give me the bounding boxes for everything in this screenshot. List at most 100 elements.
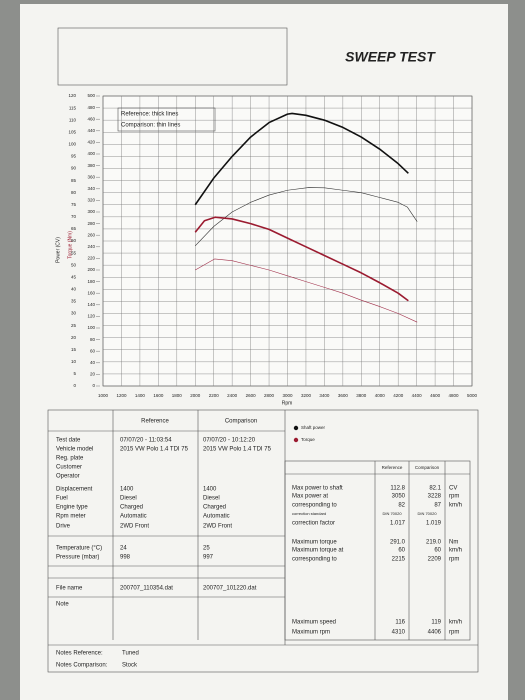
x-tick-label: 5000	[467, 393, 478, 398]
row-label: Reg. plate	[56, 456, 84, 462]
y2-tick-label: 340	[87, 186, 95, 191]
unit: CV	[449, 486, 457, 492]
cell: 60	[398, 548, 405, 554]
cell: 997	[203, 555, 214, 561]
cell: 291.0	[390, 540, 406, 546]
unit: rpm	[449, 557, 459, 563]
y-tick-label: 95	[71, 154, 77, 159]
y2-tick-label: 80	[90, 337, 96, 342]
y2-tick-label: 500	[87, 93, 95, 98]
y-tick-label: 10	[71, 359, 77, 364]
cell: 2WD Front	[203, 524, 232, 530]
y-tick-label: 115	[69, 105, 77, 110]
cell: 219.0	[426, 540, 442, 546]
x-tick-label: 3000	[282, 393, 293, 398]
x-tick-label: 4400	[412, 393, 423, 398]
y2-tick-label: 220	[87, 256, 95, 261]
cell: Diesel	[120, 496, 137, 502]
y-tick-label: 110	[69, 117, 77, 122]
unit: km/h	[449, 620, 462, 626]
cell: 1400	[203, 487, 217, 493]
y-tick-label: 30	[71, 311, 77, 316]
cell: 2015 VW Polo 1.4 TDI 75	[203, 447, 272, 453]
y-tick-label: 100	[68, 142, 76, 147]
unit: Nm	[449, 540, 458, 546]
y-tick-label: 25	[71, 323, 77, 328]
y-tick-label: 15	[71, 347, 77, 352]
y2-tick-label: 440	[87, 128, 95, 133]
cell: 1.019	[426, 521, 442, 527]
data-line	[195, 258, 418, 323]
x-tick-label: 4800	[449, 393, 460, 398]
row-label: Engine type	[56, 505, 88, 511]
cell: 2015 VW Polo 1.4 TDI 75	[120, 447, 189, 453]
y2-tick-label: 300	[87, 209, 95, 214]
row-label: Maximum torque	[292, 540, 337, 546]
note-label: Notes Comparison:	[56, 663, 108, 669]
y-tick-label: 105	[68, 129, 76, 134]
results-box	[284, 460, 471, 641]
cell: 1400	[120, 487, 134, 493]
cell: 1.017	[390, 521, 406, 527]
y2-tick-label: 260	[87, 232, 95, 237]
cell: 2WD Front	[120, 524, 149, 530]
y2-tick-label: 120	[87, 314, 95, 319]
legend-box	[117, 107, 216, 132]
row-label: Maximum speed	[292, 620, 336, 626]
x-tick-label: 1000	[98, 393, 109, 398]
row-label: Maximum rpm	[292, 630, 330, 636]
y2-tick-label: 140	[87, 302, 95, 307]
cell: 2209	[428, 557, 442, 563]
y2-tick-label: 280	[87, 221, 95, 226]
x-tick-label: 2000	[190, 393, 201, 398]
x-tick-label: 3400	[319, 393, 330, 398]
annotation: Reference: thick lines	[121, 112, 178, 118]
y-tick-label: 60	[71, 238, 77, 243]
y2-tick-label: 400	[87, 151, 95, 156]
y-tick-label: 70	[71, 214, 77, 219]
legend-swatch	[293, 425, 299, 431]
y2-tick-label: 0	[92, 383, 95, 388]
column-header: Comparison	[225, 419, 257, 425]
y-tick-label: 40	[71, 287, 77, 292]
cell: 112.8	[390, 486, 405, 492]
y-tick-label: 65	[71, 226, 77, 231]
cell: Charged	[120, 505, 143, 511]
cell: 07/07/20 - 10:12:20	[203, 438, 256, 444]
cell: 82	[398, 503, 405, 509]
x-tick-label: 3200	[301, 393, 312, 398]
x-tick-label: 2200	[209, 393, 220, 398]
annotation: Comparison: thin lines	[121, 123, 180, 129]
cell: 25	[203, 546, 210, 552]
y-tick-label: 0	[73, 383, 76, 388]
y2-tick-label: 60	[90, 348, 96, 353]
unit: rpm	[449, 630, 459, 636]
cell: 119	[431, 620, 441, 626]
x-tick-label: 2400	[227, 393, 238, 398]
cell: DIN 70020	[417, 511, 437, 516]
row-label: correction factor	[292, 521, 335, 527]
row-label: Maximum torque at	[292, 548, 344, 554]
y2-tick-label: 200	[87, 267, 95, 272]
x-tick-label: 3600	[338, 393, 349, 398]
cell: 60	[434, 548, 441, 554]
cell: 3050	[392, 494, 406, 500]
row-label: Drive	[56, 524, 71, 530]
row-label: Test date	[56, 438, 81, 444]
cell: Automatic	[120, 514, 147, 520]
cell: 116	[395, 620, 405, 626]
x-tick-label: 1600	[153, 393, 164, 398]
y2-tick-label: 480	[87, 105, 95, 110]
unit: km/h	[449, 503, 462, 509]
y-tick-label: 50	[71, 262, 77, 267]
cell: 82.1	[429, 486, 441, 492]
y2-tick-label: 380	[87, 163, 95, 168]
y2-tick-label: 160	[87, 290, 95, 295]
cell: 07/07/20 - 11:03:54	[120, 438, 172, 444]
y2-tick-label: 20	[90, 372, 96, 377]
row-label: Temperature (°C)	[56, 546, 102, 552]
cell: 3228	[428, 494, 442, 500]
cell: Charged	[203, 505, 226, 511]
cell: DIN 70020	[382, 511, 402, 516]
